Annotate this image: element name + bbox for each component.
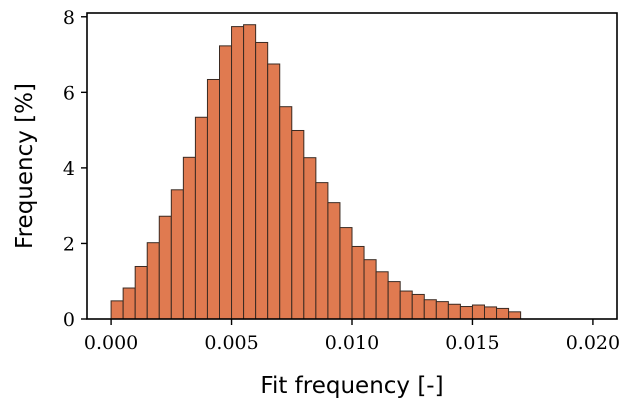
y-tick-label: 0 xyxy=(63,309,75,331)
histogram-bar xyxy=(496,307,510,320)
histogram-bar xyxy=(423,299,437,320)
histogram-bar xyxy=(170,189,184,320)
histogram-bar xyxy=(291,129,305,320)
histogram-bar xyxy=(146,242,160,320)
histogram-bar xyxy=(303,157,317,320)
histogram-bar xyxy=(134,265,148,320)
x-tick-label: 0.020 xyxy=(566,332,620,354)
histogram-bar xyxy=(182,156,196,320)
histogram-bar xyxy=(484,306,498,320)
histogram-bar xyxy=(122,287,136,320)
histogram-bar xyxy=(351,245,365,320)
histogram-bar xyxy=(339,227,353,320)
x-tick-label: 0.000 xyxy=(84,332,138,354)
histogram-bar xyxy=(459,306,473,320)
y-tick-label: 8 xyxy=(63,7,75,29)
histogram-bar xyxy=(327,202,341,320)
x-axis: 0.000 0.005 0.010 0.015 0.020 xyxy=(84,319,620,354)
histogram-bar xyxy=(267,63,281,320)
histogram-bar xyxy=(375,271,389,320)
x-tick-label: 0.015 xyxy=(445,332,499,354)
histogram-bar xyxy=(435,301,449,320)
x-tick-label: 0.010 xyxy=(325,332,379,354)
histogram-bar xyxy=(194,116,208,320)
histogram-bar xyxy=(508,311,522,320)
histogram-bar xyxy=(279,106,293,320)
histogram-bar xyxy=(411,293,425,320)
histogram-bar xyxy=(471,304,486,320)
histogram-bar xyxy=(387,281,401,320)
y-tick-label: 6 xyxy=(63,82,75,104)
histogram-bar xyxy=(206,78,220,320)
histogram-bar xyxy=(231,26,245,320)
x-tick-label: 0.005 xyxy=(204,332,258,354)
histogram-bar xyxy=(158,215,172,320)
histogram-bar xyxy=(399,290,413,320)
y-axis-label: Frequency [%] xyxy=(12,83,38,249)
histogram-bar xyxy=(243,24,257,320)
x-axis-label: Fit frequency [-] xyxy=(260,373,443,399)
histogram-bar xyxy=(315,182,329,320)
histogram-bar xyxy=(219,45,233,320)
histogram-bar xyxy=(363,259,377,320)
histogram-bar xyxy=(110,300,124,320)
histogram-bar xyxy=(255,41,269,320)
y-axis: 0 2 4 6 8 xyxy=(63,7,87,331)
histogram-bar xyxy=(447,303,461,320)
bars-group xyxy=(110,24,522,320)
y-tick-label: 2 xyxy=(63,233,75,255)
y-tick-label: 4 xyxy=(63,158,75,180)
